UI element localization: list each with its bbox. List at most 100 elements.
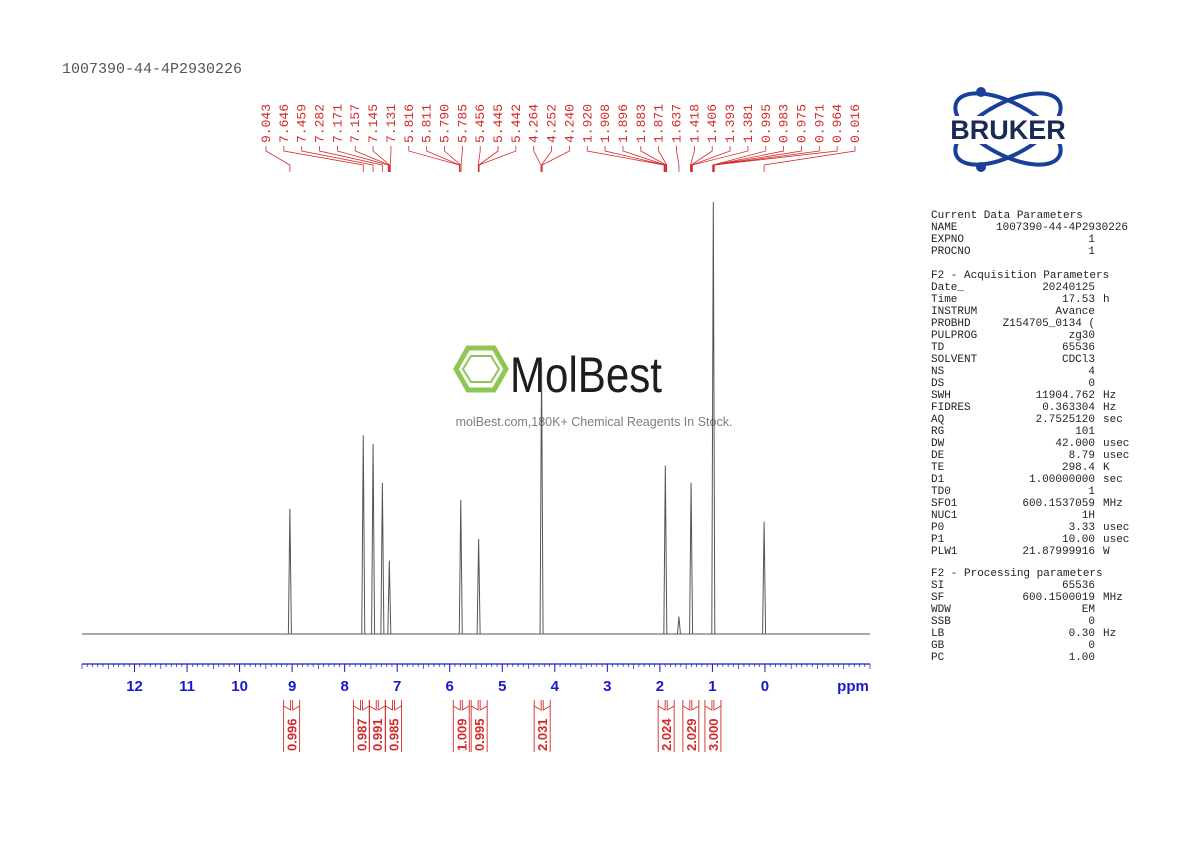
peak-label-connector	[586, 146, 665, 172]
parameter-value: 1	[1088, 246, 1095, 258]
peak-label-connector	[283, 146, 364, 172]
parameter-value: 2.7525120	[1036, 414, 1095, 426]
x-tick-label: 3	[603, 678, 611, 695]
integral-bracket	[704, 700, 722, 752]
parameter-key: EXPNO	[931, 234, 964, 246]
molbest-watermark: MolBest molBest.com,180K+ Chemical Reage…	[453, 345, 733, 429]
parameter-key: DS	[931, 378, 945, 390]
parameter-value: 298.4	[1062, 462, 1095, 474]
peak-label-connector	[604, 146, 666, 172]
integral-label: 0.995	[472, 718, 487, 751]
parameter-value: 11904.762	[1036, 390, 1095, 402]
peak-label-connector	[676, 146, 680, 172]
peak	[380, 482, 385, 635]
parameter-key: SFO1	[931, 498, 958, 510]
peak-label-connector	[372, 146, 390, 172]
parameter-value: EM	[1082, 604, 1095, 616]
peak	[676, 616, 681, 635]
parameter-key: PLW1	[931, 546, 958, 558]
parameter-key: SWH	[931, 390, 951, 402]
parameter-unit: Hz	[1103, 390, 1116, 402]
x-tick-label: 12	[126, 678, 143, 695]
peak-label: 0.995	[759, 104, 774, 143]
bruker-logo: BRUKER	[924, 87, 1092, 172]
peak	[387, 560, 392, 635]
peak	[458, 500, 463, 635]
peak	[689, 482, 694, 635]
integral-label: 0.996	[285, 718, 300, 751]
parameter-value: 10.00	[1062, 534, 1095, 546]
peak-label-connector	[460, 146, 463, 172]
peak-label-connector	[712, 146, 785, 172]
peak	[711, 201, 716, 635]
x-tick-label: 4	[551, 678, 560, 695]
parameter-value: Avance	[1055, 306, 1095, 318]
peak-label-connector	[301, 146, 374, 172]
parameter-key: PROBHD	[931, 318, 971, 330]
sample-id: 1007390-44-4P2930226	[62, 61, 242, 78]
peak-label: 1.406	[705, 104, 720, 143]
parameter-key: FIDRES	[931, 402, 971, 414]
parameter-section-title: F2 - Acquisition Parameters	[931, 270, 1109, 282]
x-tick-label: 9	[288, 678, 296, 695]
x-tick-label: 8	[340, 678, 348, 695]
peak-label: 1.908	[598, 104, 613, 143]
peak-label: 9.043	[259, 104, 274, 143]
x-tick-label: 6	[446, 678, 454, 695]
parameter-value: 600.1500019	[1022, 592, 1095, 604]
parameter-key: P0	[931, 522, 944, 534]
integral-label: 2.024	[659, 718, 674, 751]
integral-bracket	[533, 700, 551, 752]
parameter-key: DW	[931, 438, 945, 450]
peak-label-connector	[533, 146, 542, 172]
peak-label-connector	[691, 146, 749, 172]
peak-label-connector	[622, 146, 666, 172]
peak-label: 5.785	[455, 104, 470, 143]
x-tick-label: 7	[393, 678, 401, 695]
peak-label-connector	[408, 146, 460, 172]
peak-label: 5.445	[491, 104, 506, 143]
peak-label-connector	[658, 146, 668, 172]
parameter-key: PROCNO	[931, 246, 971, 258]
parameter-value: 1	[1088, 234, 1095, 246]
parameter-value: 0	[1088, 378, 1095, 390]
parameter-unit: usec	[1103, 534, 1129, 546]
peak-label: 7.171	[330, 104, 345, 143]
parameter-key: D1	[931, 474, 945, 486]
peak-label-connector	[265, 146, 291, 172]
parameter-value: 3.33	[1069, 522, 1095, 534]
integral-label: 1.009	[454, 718, 469, 751]
peak-label-connector	[336, 146, 389, 172]
parameter-key: NAME	[931, 222, 958, 234]
peak-label: 7.282	[313, 104, 328, 143]
parameter-key: SSB	[931, 616, 951, 628]
molbest-tagline: molBest.com,180K+ Chemical Reagents In S…	[456, 415, 733, 429]
peak-label: 0.983	[777, 104, 792, 143]
parameter-key: SOLVENT	[931, 354, 978, 366]
peak-label: 1.418	[687, 104, 702, 143]
parameter-value: 1007390-44-4P2930226	[996, 222, 1128, 234]
peak-label: 0.016	[848, 104, 863, 143]
parameter-unit: MHz	[1103, 592, 1123, 604]
x-tick-label: 1	[708, 678, 716, 695]
peak-label: 7.145	[366, 104, 381, 143]
peak-label: 0.975	[794, 104, 809, 143]
peak	[762, 521, 767, 635]
integral-bracket	[452, 700, 470, 752]
peak-label-connector	[354, 146, 390, 172]
peak-label: 1.883	[634, 104, 649, 143]
parameter-key: LB	[931, 628, 945, 640]
peak-label: 7.157	[348, 104, 363, 143]
peak-label: 5.811	[420, 104, 435, 143]
peak-label-connector	[690, 146, 695, 172]
integral-bracket	[657, 700, 675, 752]
parameter-unit: usec	[1103, 438, 1129, 450]
peak-label-connector	[763, 146, 856, 172]
parameter-value: 65536	[1062, 342, 1095, 354]
parameter-unit: usec	[1103, 522, 1129, 534]
bruker-text: BRUKER	[950, 115, 1066, 145]
parameter-value: 1.00	[1069, 652, 1095, 664]
peak-label: 5.816	[402, 104, 417, 143]
